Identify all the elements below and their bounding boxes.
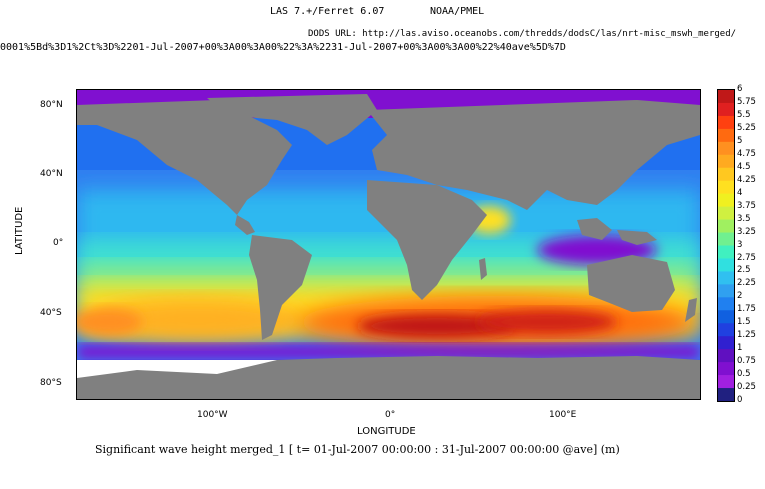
colorbar-swatch [718, 128, 734, 143]
colorbar-tick-label: 1.25 [737, 330, 756, 341]
colorbar-tick-label: 0.75 [737, 356, 756, 367]
colorbar-tick-label: 3.75 [737, 200, 756, 211]
colorbar-swatch [718, 297, 734, 311]
colorbar-swatch [718, 258, 734, 272]
colorbar-tick-label: 4 [737, 187, 743, 198]
colorbar-tick-label: 1.75 [737, 304, 756, 315]
colorbar-swatch [718, 284, 734, 298]
colorbar-swatch [718, 154, 734, 169]
colorbar-swatch [718, 180, 734, 195]
colorbar-tick-label: 0.5 [737, 369, 751, 380]
colorbar-tick-label: 3 [737, 239, 743, 250]
lon-tick-100e: 100°E [549, 410, 577, 420]
lat-tick-80n: 80°N [40, 100, 63, 110]
colorbar-tick-label: 0 [737, 395, 743, 405]
variable-caption: Significant wave height merged_1 [ t= 01… [95, 443, 620, 456]
dods-url: DODS URL: http://las.aviso.oceanobs.com/… [308, 29, 737, 39]
colorbar-tick-label: 1.5 [737, 317, 751, 328]
colorbar-tick-label: 2.25 [737, 278, 756, 289]
lon-tick-0: 0° [385, 410, 396, 420]
colorbar-tick-label: 5.5 [737, 109, 751, 120]
colorbar-swatch [718, 245, 734, 259]
land-masses [77, 94, 700, 399]
colorbar-tick-label: 4.75 [737, 148, 756, 159]
colorbar-swatch [718, 336, 734, 350]
colorbar-tick-label: 4.5 [737, 161, 751, 172]
map-panel [76, 89, 701, 400]
colorbar-swatch [718, 115, 734, 130]
colorbar-swatch [718, 141, 734, 156]
colorbar-tick-label: 5 [737, 135, 743, 146]
colorbar-tick-label: 4.25 [737, 174, 756, 185]
colorbar-swatch [718, 167, 734, 182]
org-label: NOAA/PMEL [430, 6, 485, 17]
colorbar-tick-label: 6 [737, 84, 743, 94]
colorbar-tick-label: 5.25 [737, 122, 756, 133]
y-axis-label: LATITUDE [14, 206, 25, 255]
colorbar-swatch [718, 90, 734, 104]
x-axis-label: LONGITUDE [357, 426, 416, 437]
colorbar-swatch [718, 102, 734, 117]
colorbar-tick-label: 2 [737, 291, 743, 302]
colorbar-swatch [718, 388, 734, 401]
colorbar-swatch [718, 271, 734, 285]
colorbar-swatch [718, 323, 734, 337]
colorbar-swatch [718, 219, 734, 234]
colorbar-swatch [718, 375, 734, 389]
colorbar-swatch [718, 310, 734, 324]
colorbar-tick-label: 1 [737, 343, 743, 354]
map-svg [77, 90, 700, 399]
colorbar [717, 89, 735, 402]
colorbar-tick-label: 3.5 [737, 213, 751, 224]
colorbar-swatch [718, 193, 734, 208]
colorbar-labels: 6 5.75 5.5 5.25 5 4.75 4.5 4.25 4 3.75 3.5 3.25 3 2.7… [737, 84, 765, 405]
query-url: 0001%5Bd%3D1%2Ct%3D%2201-Jul-2007+00%3A0… [0, 42, 566, 53]
colorbar-tick-label: 5.75 [737, 97, 756, 107]
colorbar-tick-label: 0.25 [737, 382, 756, 392]
colorbar-swatch [718, 206, 734, 221]
lon-tick-100w: 100°W [197, 410, 228, 420]
lat-tick-80s: 80°S [40, 378, 62, 388]
colorbar-swatch [718, 349, 734, 363]
plot-title: LAS 7.+/Ferret 6.07 [270, 6, 385, 17]
lat-tick-40n: 40°N [40, 169, 63, 179]
colorbar-swatch [718, 232, 734, 246]
colorbar-tick-label: 3.25 [737, 226, 756, 237]
lat-tick-0: 0° [53, 238, 64, 248]
colorbar-tick-label: 2.75 [737, 252, 756, 263]
lat-tick-40s: 40°S [40, 308, 62, 318]
colorbar-swatch [718, 362, 734, 376]
colorbar-tick-label: 2.5 [737, 265, 751, 276]
